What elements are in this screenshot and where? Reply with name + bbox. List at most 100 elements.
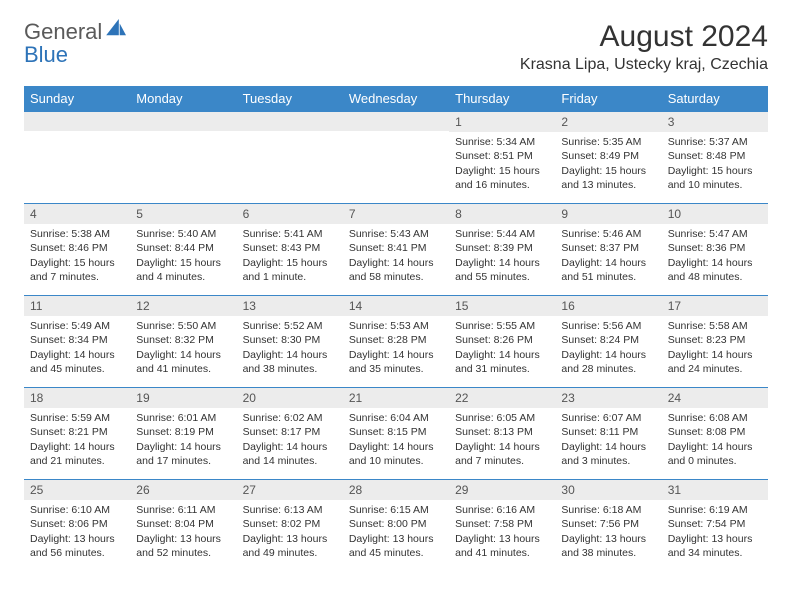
logo-text-1: General bbox=[24, 19, 102, 44]
day-number: 31 bbox=[662, 480, 768, 500]
day-details: Sunrise: 5:38 AMSunset: 8:46 PMDaylight:… bbox=[24, 224, 130, 288]
logo-sail-icon bbox=[106, 18, 128, 41]
day-details: Sunrise: 5:40 AMSunset: 8:44 PMDaylight:… bbox=[130, 224, 236, 288]
empty-cell bbox=[237, 112, 343, 204]
day-cell: 28Sunrise: 6:15 AMSunset: 8:00 PMDayligh… bbox=[343, 480, 449, 572]
day-number: 2 bbox=[555, 112, 661, 132]
calendar-body: 1Sunrise: 5:34 AMSunset: 8:51 PMDaylight… bbox=[24, 112, 768, 572]
day-number: 18 bbox=[24, 388, 130, 408]
day-details: Sunrise: 5:46 AMSunset: 8:37 PMDaylight:… bbox=[555, 224, 661, 288]
day-cell: 4Sunrise: 5:38 AMSunset: 8:46 PMDaylight… bbox=[24, 204, 130, 296]
weekday-thursday: Thursday bbox=[449, 86, 555, 112]
day-details: Sunrise: 6:10 AMSunset: 8:06 PMDaylight:… bbox=[24, 500, 130, 564]
weekday-monday: Monday bbox=[130, 86, 236, 112]
day-cell: 9Sunrise: 5:46 AMSunset: 8:37 PMDaylight… bbox=[555, 204, 661, 296]
day-number: 30 bbox=[555, 480, 661, 500]
day-details: Sunrise: 5:43 AMSunset: 8:41 PMDaylight:… bbox=[343, 224, 449, 288]
day-number: 28 bbox=[343, 480, 449, 500]
day-cell: 3Sunrise: 5:37 AMSunset: 8:48 PMDaylight… bbox=[662, 112, 768, 204]
day-number: 25 bbox=[24, 480, 130, 500]
day-number: 23 bbox=[555, 388, 661, 408]
empty-cell bbox=[343, 112, 449, 204]
day-number: 13 bbox=[237, 296, 343, 316]
day-details: Sunrise: 5:52 AMSunset: 8:30 PMDaylight:… bbox=[237, 316, 343, 380]
day-details: Sunrise: 5:41 AMSunset: 8:43 PMDaylight:… bbox=[237, 224, 343, 288]
day-number: 3 bbox=[662, 112, 768, 132]
day-number: 11 bbox=[24, 296, 130, 316]
week-row: 25Sunrise: 6:10 AMSunset: 8:06 PMDayligh… bbox=[24, 480, 768, 572]
day-cell: 11Sunrise: 5:49 AMSunset: 8:34 PMDayligh… bbox=[24, 296, 130, 388]
day-details: Sunrise: 5:47 AMSunset: 8:36 PMDaylight:… bbox=[662, 224, 768, 288]
day-details: Sunrise: 5:44 AMSunset: 8:39 PMDaylight:… bbox=[449, 224, 555, 288]
day-details: Sunrise: 5:58 AMSunset: 8:23 PMDaylight:… bbox=[662, 316, 768, 380]
logo: GeneralBlue bbox=[24, 20, 128, 66]
day-cell: 22Sunrise: 6:05 AMSunset: 8:13 PMDayligh… bbox=[449, 388, 555, 480]
day-cell: 10Sunrise: 5:47 AMSunset: 8:36 PMDayligh… bbox=[662, 204, 768, 296]
day-cell: 27Sunrise: 6:13 AMSunset: 8:02 PMDayligh… bbox=[237, 480, 343, 572]
day-details: Sunrise: 6:08 AMSunset: 8:08 PMDaylight:… bbox=[662, 408, 768, 472]
day-number: 21 bbox=[343, 388, 449, 408]
day-cell: 6Sunrise: 5:41 AMSunset: 8:43 PMDaylight… bbox=[237, 204, 343, 296]
day-details: Sunrise: 5:56 AMSunset: 8:24 PMDaylight:… bbox=[555, 316, 661, 380]
day-cell: 31Sunrise: 6:19 AMSunset: 7:54 PMDayligh… bbox=[662, 480, 768, 572]
day-details: Sunrise: 6:19 AMSunset: 7:54 PMDaylight:… bbox=[662, 500, 768, 564]
day-number: 4 bbox=[24, 204, 130, 224]
day-cell: 21Sunrise: 6:04 AMSunset: 8:15 PMDayligh… bbox=[343, 388, 449, 480]
day-details: Sunrise: 6:07 AMSunset: 8:11 PMDaylight:… bbox=[555, 408, 661, 472]
day-number: 9 bbox=[555, 204, 661, 224]
location: Krasna Lipa, Ustecky kraj, Czechia bbox=[520, 56, 768, 74]
day-number: 12 bbox=[130, 296, 236, 316]
day-number: 7 bbox=[343, 204, 449, 224]
day-number: 5 bbox=[130, 204, 236, 224]
day-details: Sunrise: 6:01 AMSunset: 8:19 PMDaylight:… bbox=[130, 408, 236, 472]
month-title: August 2024 bbox=[520, 20, 768, 54]
day-cell: 26Sunrise: 6:11 AMSunset: 8:04 PMDayligh… bbox=[130, 480, 236, 572]
day-details: Sunrise: 5:50 AMSunset: 8:32 PMDaylight:… bbox=[130, 316, 236, 380]
weekday-friday: Friday bbox=[555, 86, 661, 112]
day-cell: 16Sunrise: 5:56 AMSunset: 8:24 PMDayligh… bbox=[555, 296, 661, 388]
day-number: 10 bbox=[662, 204, 768, 224]
day-number: 16 bbox=[555, 296, 661, 316]
calendar-table: SundayMondayTuesdayWednesdayThursdayFrid… bbox=[24, 86, 768, 572]
day-cell: 23Sunrise: 6:07 AMSunset: 8:11 PMDayligh… bbox=[555, 388, 661, 480]
weekday-sunday: Sunday bbox=[24, 86, 130, 112]
day-number: 1 bbox=[449, 112, 555, 132]
day-cell: 19Sunrise: 6:01 AMSunset: 8:19 PMDayligh… bbox=[130, 388, 236, 480]
day-cell: 14Sunrise: 5:53 AMSunset: 8:28 PMDayligh… bbox=[343, 296, 449, 388]
day-cell: 5Sunrise: 5:40 AMSunset: 8:44 PMDaylight… bbox=[130, 204, 236, 296]
day-number: 27 bbox=[237, 480, 343, 500]
day-details: Sunrise: 5:55 AMSunset: 8:26 PMDaylight:… bbox=[449, 316, 555, 380]
weekday-header-row: SundayMondayTuesdayWednesdayThursdayFrid… bbox=[24, 86, 768, 112]
header: GeneralBlue August 2024 Krasna Lipa, Ust… bbox=[24, 20, 768, 74]
day-cell: 30Sunrise: 6:18 AMSunset: 7:56 PMDayligh… bbox=[555, 480, 661, 572]
week-row: 4Sunrise: 5:38 AMSunset: 8:46 PMDaylight… bbox=[24, 204, 768, 296]
day-details: Sunrise: 6:11 AMSunset: 8:04 PMDaylight:… bbox=[130, 500, 236, 564]
day-cell: 1Sunrise: 5:34 AMSunset: 8:51 PMDaylight… bbox=[449, 112, 555, 204]
day-details: Sunrise: 5:35 AMSunset: 8:49 PMDaylight:… bbox=[555, 132, 661, 196]
empty-cell bbox=[130, 112, 236, 204]
day-number: 8 bbox=[449, 204, 555, 224]
day-details: Sunrise: 6:13 AMSunset: 8:02 PMDaylight:… bbox=[237, 500, 343, 564]
day-cell: 29Sunrise: 6:16 AMSunset: 7:58 PMDayligh… bbox=[449, 480, 555, 572]
week-row: 18Sunrise: 5:59 AMSunset: 8:21 PMDayligh… bbox=[24, 388, 768, 480]
day-number: 17 bbox=[662, 296, 768, 316]
day-number: 6 bbox=[237, 204, 343, 224]
day-number: 29 bbox=[449, 480, 555, 500]
day-cell: 18Sunrise: 5:59 AMSunset: 8:21 PMDayligh… bbox=[24, 388, 130, 480]
day-details: Sunrise: 6:16 AMSunset: 7:58 PMDaylight:… bbox=[449, 500, 555, 564]
day-number: 26 bbox=[130, 480, 236, 500]
day-cell: 25Sunrise: 6:10 AMSunset: 8:06 PMDayligh… bbox=[24, 480, 130, 572]
day-number: 24 bbox=[662, 388, 768, 408]
empty-cell bbox=[24, 112, 130, 204]
day-details: Sunrise: 5:53 AMSunset: 8:28 PMDaylight:… bbox=[343, 316, 449, 380]
day-details: Sunrise: 6:02 AMSunset: 8:17 PMDaylight:… bbox=[237, 408, 343, 472]
day-cell: 8Sunrise: 5:44 AMSunset: 8:39 PMDaylight… bbox=[449, 204, 555, 296]
logo-text-2: Blue bbox=[24, 42, 68, 67]
day-details: Sunrise: 6:18 AMSunset: 7:56 PMDaylight:… bbox=[555, 500, 661, 564]
day-cell: 13Sunrise: 5:52 AMSunset: 8:30 PMDayligh… bbox=[237, 296, 343, 388]
week-row: 1Sunrise: 5:34 AMSunset: 8:51 PMDaylight… bbox=[24, 112, 768, 204]
title-block: August 2024 Krasna Lipa, Ustecky kraj, C… bbox=[520, 20, 768, 74]
day-number: 22 bbox=[449, 388, 555, 408]
day-details: Sunrise: 5:37 AMSunset: 8:48 PMDaylight:… bbox=[662, 132, 768, 196]
day-cell: 15Sunrise: 5:55 AMSunset: 8:26 PMDayligh… bbox=[449, 296, 555, 388]
